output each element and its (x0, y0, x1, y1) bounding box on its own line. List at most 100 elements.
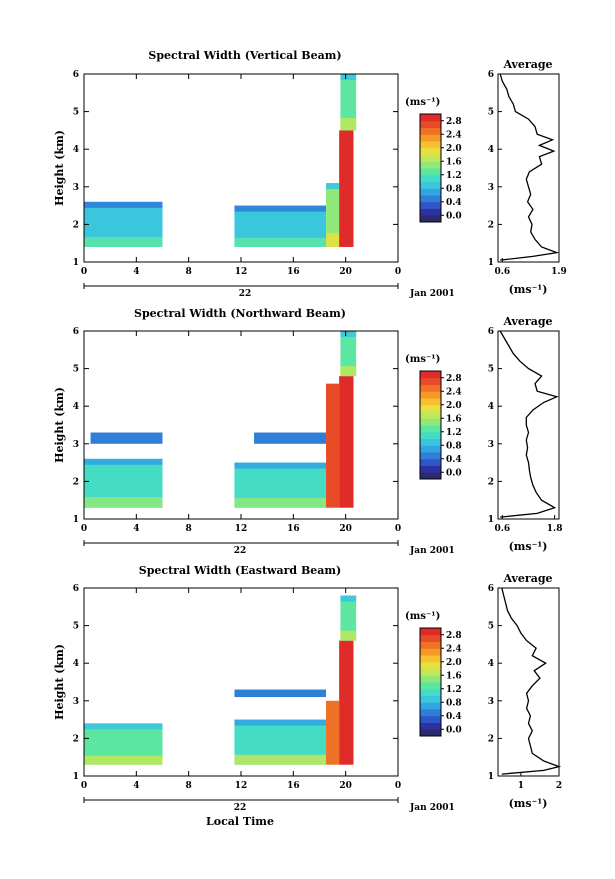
profile-y-tick-label: 5 (488, 108, 494, 118)
colorbar-swatch (420, 668, 441, 676)
day-label: 22 (234, 546, 247, 556)
profile-x-label: (ms⁻¹) (509, 283, 548, 296)
panel-northward: Spectral Width (Northward Beam) Height (… (53, 307, 562, 556)
profile-y-tick-label: 1 (488, 515, 494, 525)
data-block (326, 383, 340, 508)
colorbar-swatch (420, 377, 441, 385)
data-block (234, 689, 327, 698)
colorbar-swatch (420, 729, 441, 737)
x-tick-label: 16 (287, 524, 300, 534)
colorbar-swatch (420, 675, 441, 683)
data-block-lower (326, 232, 340, 247)
profile-y-tick-label: 5 (488, 622, 494, 632)
colorbar-tick-label: 0.0 (446, 725, 462, 735)
colorbar-swatch (420, 384, 441, 392)
colorbar-swatch (420, 195, 441, 203)
colorbar-swatch (420, 641, 441, 649)
colorbar-swatch (420, 465, 441, 473)
data-block-lower (84, 496, 163, 508)
panel-vertical: Spectral Width (Vertical Beam) Height (k… (53, 49, 567, 299)
y-tick-label: 3 (73, 697, 79, 707)
y-tick-label: 3 (73, 183, 79, 193)
date-label: Jan 2001 (409, 546, 455, 556)
colorbar-tick-label: 2.8 (446, 374, 462, 384)
colorbar-swatch (420, 174, 441, 182)
data-block-upper (340, 331, 357, 337)
colorbar-swatch (420, 688, 441, 696)
data-block-lower (340, 366, 357, 377)
y-tick-label: 1 (73, 515, 79, 525)
data-block-lower (84, 237, 163, 247)
data-block-upper (340, 595, 357, 602)
data-block (340, 74, 357, 131)
colorbar-tick-label: 2.4 (446, 644, 462, 654)
colorbar-swatch (420, 141, 441, 149)
colorbar-swatch (420, 628, 441, 636)
y-tick-label: 5 (73, 622, 79, 632)
colorbar-tick-label: 0.4 (446, 712, 462, 722)
colorbar-unit: (ms⁻¹) (405, 97, 440, 108)
colorbar-tick-label: 0.8 (446, 698, 462, 708)
x-tick-label: 16 (287, 267, 300, 277)
y-tick-label: 2 (73, 220, 79, 230)
colorbar-swatch (420, 411, 441, 419)
colorbar-swatch (420, 391, 441, 399)
x-tick-label: 20 (339, 524, 352, 534)
profile-frame (497, 330, 560, 520)
profile-line (499, 73, 560, 261)
colorbar-swatch (420, 661, 441, 669)
x-tick-label: 8 (186, 781, 192, 791)
profile-y-tick-label: 2 (488, 477, 494, 487)
colorbar-tick-label: 0.0 (446, 211, 462, 221)
x-tick-label: 12 (235, 781, 248, 791)
x-tick-label: 0 (395, 524, 401, 534)
data-block-upper (84, 723, 163, 730)
panel-title: Spectral Width (Northward Beam) (134, 307, 346, 320)
profile-x-label: (ms⁻¹) (509, 540, 548, 553)
y-tick-label: 3 (73, 440, 79, 450)
profile-x-tick-label: 1.9 (551, 267, 567, 277)
data-block (326, 183, 340, 247)
x-tick-label: 20 (339, 267, 352, 277)
x-tick-label: 4 (133, 267, 139, 277)
colorbar-unit: (ms⁻¹) (405, 354, 440, 365)
colorbar-tick-label: 2.0 (446, 144, 462, 154)
data-block-upper (84, 201, 163, 208)
y-tick-label: 6 (73, 327, 79, 337)
colorbar-swatch (420, 147, 441, 155)
x-tick-label: 0 (395, 267, 401, 277)
y-tick-label: 1 (73, 258, 79, 268)
data-block-lower (234, 754, 327, 765)
data-block-lower (340, 630, 357, 641)
data-block (340, 331, 357, 377)
colorbar-swatch (420, 709, 441, 717)
day-label: 22 (234, 803, 247, 813)
colorbar-tick-label: 1.6 (446, 414, 462, 424)
profile-frame (497, 73, 560, 263)
colorbar-tick-label: 1.2 (446, 685, 462, 695)
y-tick-label: 4 (73, 402, 79, 412)
colorbar-tick-label: 2.4 (446, 387, 462, 397)
x-tick-label: 12 (235, 267, 248, 277)
colorbar-tick-label: 0.8 (446, 441, 462, 451)
profile-y-tick-label: 4 (488, 402, 494, 412)
x-tick-label: 4 (133, 524, 139, 534)
profile-x-label: (ms⁻¹) (509, 797, 548, 810)
data-block (339, 640, 354, 765)
colorbar-tick-label: 2.4 (446, 130, 462, 140)
colorbar-swatch (420, 215, 441, 223)
colorbar-swatch (420, 722, 441, 730)
x-axis-label: Local Time (206, 815, 274, 828)
y-tick-label: 5 (73, 108, 79, 118)
data-block-lower (234, 497, 327, 508)
profile-title: Average (502, 58, 552, 71)
profile-x-tick-label: 0.6 (495, 524, 511, 534)
data-block (339, 130, 354, 247)
colorbar-frame (419, 627, 442, 737)
y-tick-label: 4 (73, 145, 79, 155)
colorbar-tick-label: 1.6 (446, 157, 462, 167)
data-block (339, 376, 354, 508)
profile-line (499, 330, 559, 518)
